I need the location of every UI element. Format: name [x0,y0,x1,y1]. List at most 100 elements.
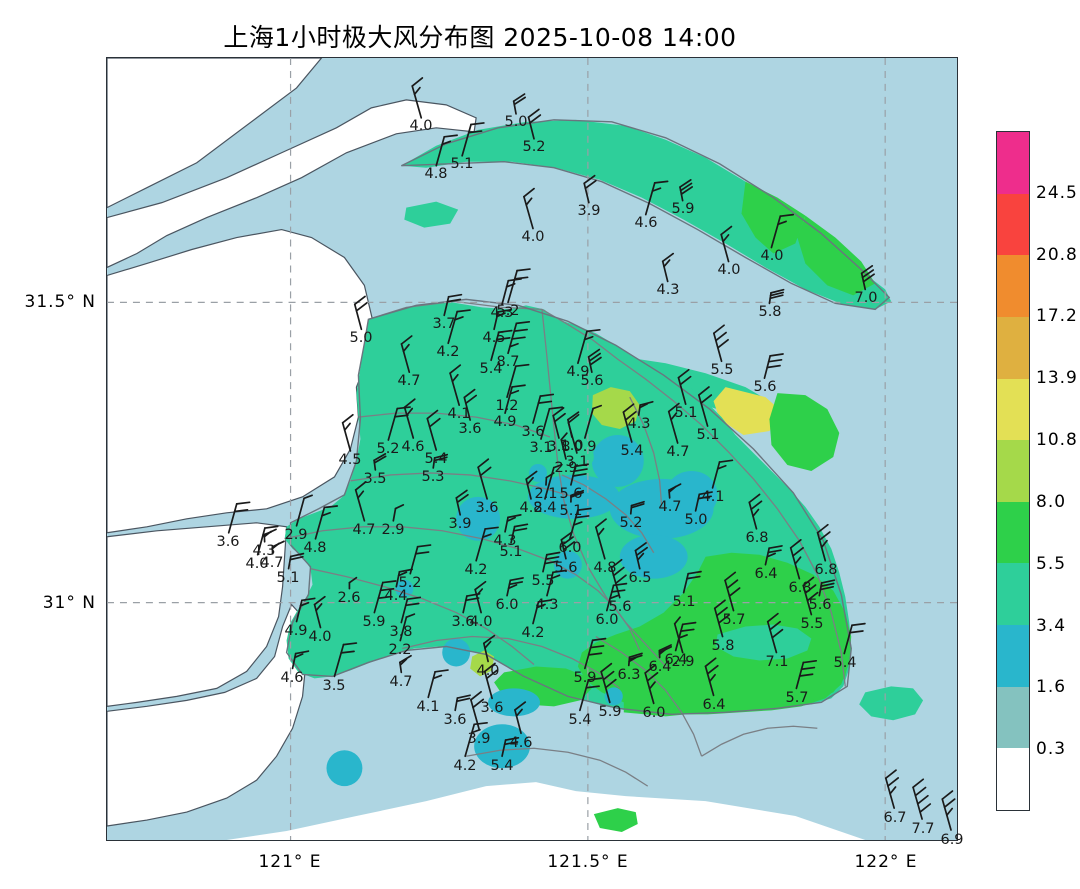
wind-barb [461,122,485,157]
station-value: 5.2 [522,139,546,155]
station-value: 4.6 [280,670,304,686]
wind-barb [532,393,555,424]
station-value: 3.6 [521,424,545,440]
station-value: 5.6 [580,373,604,389]
wind-barb [395,568,414,588]
wind-barb [514,701,527,735]
wind-barb [373,452,387,471]
colorbar-tick-0: 24.5 [1036,182,1078,203]
station-value: 4.7 [352,522,376,538]
wind-barb [314,505,339,540]
wind-barb [704,657,719,697]
wind-barb [570,489,585,503]
station-value: 6.4 [664,652,688,668]
colorbar-tick-5: 8.0 [1036,491,1067,512]
station-value: 6.0 [595,612,619,628]
station-value: 2.9 [284,527,308,543]
station-value: 4.1 [701,489,725,505]
wind-barb [713,599,730,638]
station-value: 3.8 [547,439,571,455]
wind-barb [507,320,531,355]
station-value: 5.0 [504,114,528,130]
station-value: 4.3 [490,305,514,321]
station-value: 4.6 [509,735,533,751]
station-value: 0.9 [573,439,597,455]
wind-barb [560,432,568,460]
wind-barb [373,580,397,614]
station-value: 4.7 [389,674,413,690]
station-value: 2.9 [381,522,405,538]
wind-barb [661,252,675,283]
wind-barb [295,494,313,527]
wind-barb [770,213,795,249]
colorbar-tick-4: 10.8 [1036,430,1078,451]
coastline [285,119,891,716]
station-value: 5.2 [398,575,422,591]
wind-barb [449,364,462,406]
station-value: 2.9 [671,654,695,670]
colorbar-band-0 [997,132,1029,194]
station-value: 5.8 [711,638,735,654]
station-value: 2.6 [337,590,361,606]
station-value: 4.2 [521,625,545,641]
wind-barb [941,790,956,831]
station-value: 2.9 [554,460,578,476]
station-value: 5.8 [758,304,782,320]
wind-barb [399,654,412,674]
wind-barb [504,384,526,414]
wind-barb-layer [227,77,956,831]
wind-barb [540,406,564,440]
wind-barb [694,491,713,512]
x-axis-tick-0: 121° E [258,852,322,872]
station-value: 6.4 [702,697,726,713]
station-value: 3.5 [322,678,346,694]
wind-barb [567,413,580,454]
station-value: 5.1 [672,594,696,610]
station-value: 4.6 [634,215,658,231]
station-value: 5.1 [559,503,583,519]
contour-chongming [401,119,892,310]
wind-barb [411,77,424,119]
station-value: 1.0 [560,438,584,454]
colorbar-band-10 [997,748,1029,810]
wind-barb [392,504,405,522]
station-value: 6.9 [940,832,964,848]
wind-barb [542,551,561,573]
wind-barb [724,571,741,612]
colorbar-tick-1: 20.8 [1036,244,1078,265]
station-value: 5.4 [490,758,514,774]
wind-barb [560,531,576,560]
station-value: 4.4 [384,588,408,604]
wind-barb [477,458,492,500]
wind-barb [552,407,566,439]
colorbar[interactable] [996,131,1030,811]
wind-barb [579,677,603,712]
wind-barb [766,612,784,654]
gridlines [107,58,957,840]
wind-barb [532,599,553,625]
station-value: 6.4 [648,659,672,675]
wind-barb [483,662,498,700]
station-value: 5.2 [496,303,520,319]
station-value: 5.6 [608,599,632,615]
station-value: 4.1 [447,406,471,422]
station-value: 4.1 [416,699,440,715]
station-value: 4.3 [627,416,651,432]
wind-barb [667,402,680,444]
station-value: 4.9 [493,414,517,430]
wind-barb [523,187,535,230]
wind-barb [256,525,279,556]
station-value: 2.1 [534,486,558,502]
station-value: 5.5 [800,616,824,632]
station-value: 4.2 [436,344,460,360]
station-value: 5.9 [573,670,597,686]
station-value: 5.5 [531,573,555,589]
wind-barb [501,736,520,758]
wind-barb [570,463,589,486]
wind-barb [354,481,367,522]
station-value: 5.4 [479,361,503,377]
wind-barb [668,483,682,499]
colorbar-band-9 [997,686,1029,749]
station-value: 6.8 [814,562,838,578]
wind-barb [629,500,645,515]
